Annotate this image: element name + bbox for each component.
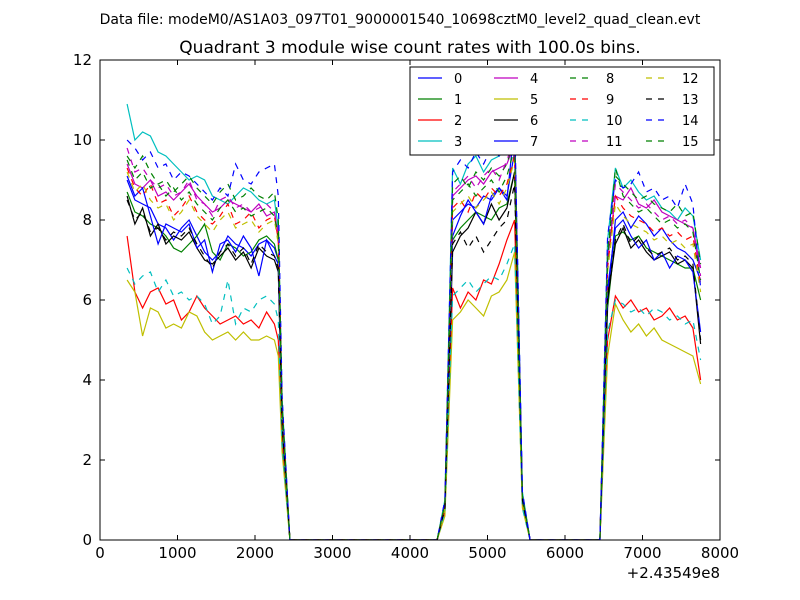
series-line-15 [126, 147, 702, 540]
legend-label-6: 6 [530, 114, 538, 129]
y-tick-label: 10 [73, 131, 92, 149]
series-line-3 [126, 103, 702, 540]
series-lines [126, 103, 702, 540]
x-offset-label: +2.43549e8 [627, 564, 720, 582]
legend-label-1: 1 [454, 93, 462, 108]
chart-title: Quadrant 3 module wise count rates with … [179, 38, 640, 58]
series-line-9 [126, 155, 702, 540]
x-tick-label: 3000 [313, 544, 351, 562]
legend-label-8: 8 [606, 72, 614, 87]
legend-label-3: 3 [454, 135, 462, 150]
legend-label-14: 14 [682, 114, 699, 129]
legend-label-7: 7 [530, 135, 538, 150]
y-tick-label: 12 [73, 51, 92, 69]
series-line-5 [126, 251, 702, 540]
legend-label-15: 15 [682, 135, 699, 150]
axis-ticks: 0 1000 2000 3000 4000 5000 6000 7000 80000246810… [73, 51, 739, 562]
legend-label-4: 4 [530, 72, 538, 87]
y-tick-label: 2 [82, 451, 92, 469]
legend-label-5: 5 [530, 93, 538, 108]
series-line-12 [126, 159, 702, 540]
suptitle: Data file: modeM0/AS1A03_097T01_90000015… [100, 12, 701, 28]
legend-label-11: 11 [606, 135, 623, 150]
x-tick-label: 2000 [236, 544, 274, 562]
legend-label-10: 10 [606, 114, 623, 129]
legend-label-2: 2 [454, 114, 462, 129]
x-tick-label: 5000 [468, 544, 506, 562]
y-tick-label: 4 [82, 371, 92, 389]
y-tick-label: 6 [82, 291, 92, 309]
y-tick-label: 0 [82, 531, 92, 549]
x-tick-label: 4000 [391, 544, 429, 562]
y-tick-label: 8 [82, 211, 92, 229]
x-tick-label: 0 [95, 544, 105, 562]
legend-frame [409, 66, 715, 156]
x-tick-label: 8000 [701, 544, 739, 562]
series-line-10 [126, 243, 702, 540]
x-tick-label: 1000 [158, 544, 196, 562]
legend-label-12: 12 [682, 72, 699, 87]
legend-label-13: 13 [682, 93, 699, 108]
x-tick-label: 6000 [546, 544, 584, 562]
x-tick-label: 7000 [623, 544, 661, 562]
series-line-11 [126, 139, 702, 540]
legend-label-0: 0 [454, 72, 462, 87]
legend-label-9: 9 [606, 93, 614, 108]
